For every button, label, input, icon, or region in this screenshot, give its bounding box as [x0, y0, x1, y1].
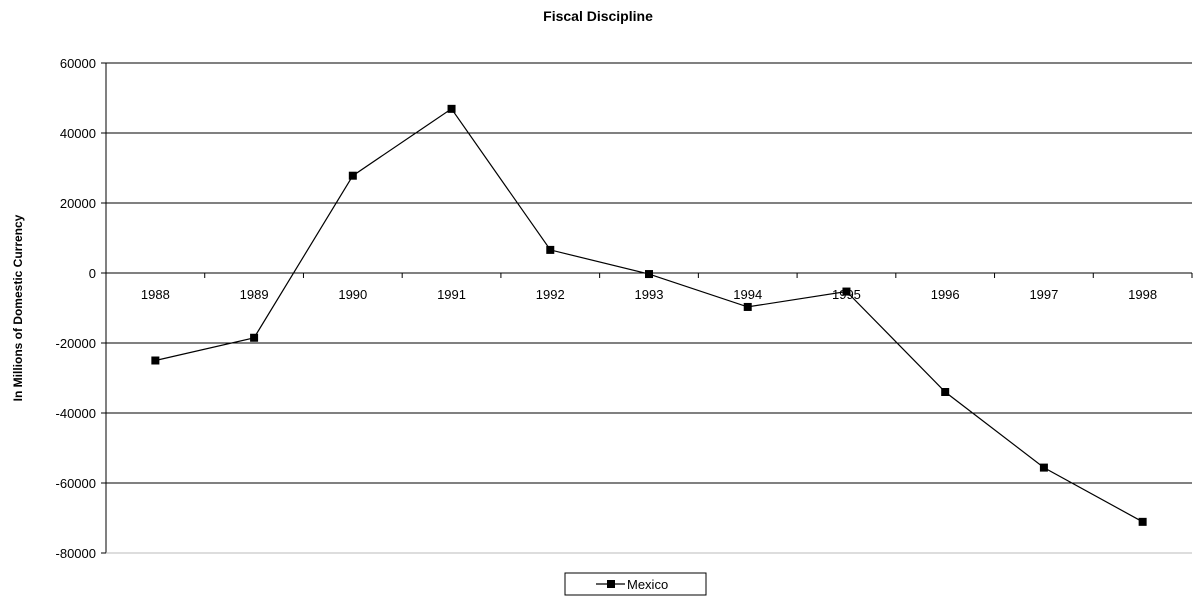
legend-marker-icon: [607, 580, 615, 588]
x-tick-label: 1998: [1128, 287, 1157, 302]
y-tick-label: 40000: [60, 126, 96, 141]
data-point: [645, 270, 653, 279]
chart-title: Fiscal Discipline: [543, 8, 653, 24]
y-tick-labels: 60000 40000 20000 0 -20000 -40000 -60000 -80000: [56, 56, 96, 561]
data-point: [941, 388, 950, 396]
y-tick-label: -80000: [56, 546, 96, 561]
y-tick-label: 0: [89, 266, 96, 281]
x-tick-label: 1990: [338, 287, 367, 302]
y-axis-label: In Millions of Domestic Currency: [11, 214, 25, 401]
y-tick-label: 60000: [60, 56, 96, 71]
x-tick-label: 1996: [931, 287, 960, 302]
data-point: [250, 333, 259, 342]
legend-box: [564, 572, 707, 596]
data-point: [1039, 463, 1048, 472]
y-tick-label: -40000: [56, 406, 96, 421]
x-tick-label: 1989: [240, 287, 269, 302]
data-point: [447, 104, 456, 113]
x-tick-label: 1997: [1029, 287, 1058, 302]
x-tick-label: 1991: [437, 287, 466, 302]
x-tick-label: 1992: [536, 287, 565, 302]
axes: [101, 62, 1193, 554]
x-tick-labels: 1988198919901991199219931994199519961997…: [141, 287, 1157, 302]
x-tick-label: 1994: [733, 287, 762, 302]
x-tick-label: 1993: [635, 287, 664, 302]
data-point: [151, 356, 160, 365]
y-tick-label: 20000: [60, 196, 96, 211]
data-point: [842, 287, 851, 296]
data-point: [546, 245, 555, 254]
y-tick-label: -60000: [56, 476, 96, 491]
data-point: [348, 171, 357, 180]
y-tick-label: -20000: [56, 336, 96, 351]
data-point: [1138, 517, 1147, 526]
legend: Mexico: [564, 572, 707, 596]
series-mexico: [151, 104, 1147, 526]
data-point: [743, 302, 752, 311]
series-line: [155, 107, 1143, 523]
legend-label: Mexico: [627, 577, 668, 592]
x-tick-label: 1988: [141, 287, 170, 302]
